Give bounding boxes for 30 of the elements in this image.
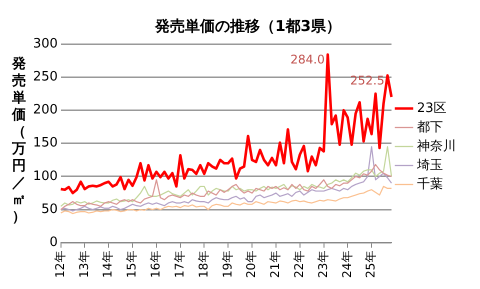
x-tick-label: 15年 [124, 250, 139, 278]
legend-label: 23区 [417, 100, 447, 116]
y-tick-label: 0 [50, 235, 58, 250]
y-tick-label: 300 [32, 36, 58, 52]
data-label: 284.0 [290, 52, 325, 67]
x-tick-label: 22年 [292, 250, 306, 278]
x-tick-label: 25年 [364, 250, 378, 278]
data-label: 252.5 [350, 74, 385, 88]
y-tick-label: 150 [32, 136, 58, 151]
x-tick-label: 24年 [340, 250, 354, 278]
legend-label: 都下 [417, 120, 443, 135]
x-tick-label: 19年 [220, 250, 234, 278]
x-tick-label: 14年 [100, 250, 115, 278]
chart-title: 発売単価の推移（1都3県） [154, 16, 341, 35]
y-tick-label: 100 [32, 168, 58, 184]
x-tick-label: 16年 [148, 250, 163, 278]
x-tick-label: 21年 [268, 250, 282, 278]
text: 発売単価（万円／㎡） [12, 56, 26, 225]
legend-label: 神奈川 [417, 138, 456, 154]
x-tick-label: 12年 [52, 250, 67, 278]
x-tick-label: 23年 [316, 250, 330, 278]
x-tick-label: 17年 [172, 250, 186, 278]
y-tick-label: 200 [32, 102, 58, 118]
y-tick-label: 250 [32, 69, 58, 84]
x-tick-label: 13年 [76, 250, 91, 278]
x-tick-label: 18年 [196, 250, 210, 278]
y-tick-label: 50 [41, 202, 58, 217]
legend-label: 埼玉 [416, 158, 443, 173]
x-tick-label: 20年 [244, 250, 258, 278]
legend-label: 千葉 [417, 176, 443, 192]
